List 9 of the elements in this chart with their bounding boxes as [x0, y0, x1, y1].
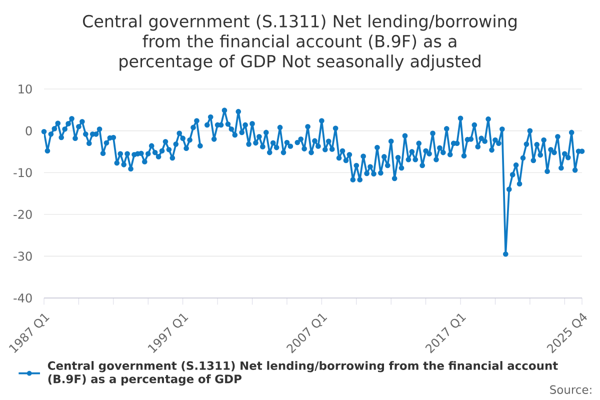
y-tick-label: -20	[14, 210, 32, 219]
y-tick-label: -40	[14, 293, 32, 303]
legend-label: Central government (S.1311) Net lending/borrowing from the financial account (B.9F) as a percentage of GDP	[48, 361, 558, 386]
y-tick-label: -10	[14, 168, 32, 178]
y-tick-label: 10	[18, 84, 32, 94]
source-note: Source:	[550, 385, 592, 394]
y-tick-label: -30	[14, 252, 32, 261]
y-tick-label: 0	[26, 126, 32, 136]
chart-title: Central government (S.1311) Net lending/borrowing from the financial account (B.9F) as a percentage of GDP Not seasonally adjusted	[82, 14, 516, 71]
